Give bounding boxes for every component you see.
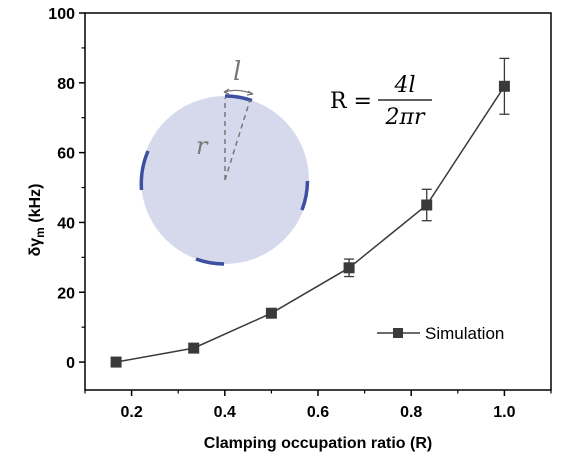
series-simulation (110, 57, 510, 368)
y-tick-label: 40 (57, 215, 75, 232)
data-point (498, 80, 510, 92)
inset-arc-arrowhead-right (246, 90, 254, 96)
y-tick-label: 100 (48, 6, 75, 23)
inset-clamp-top (224, 94, 253, 103)
inset-arc-label: l (233, 57, 241, 87)
y-tick-label: 60 (57, 146, 75, 163)
x-axis-title: Clamping occupation ratio (R) (204, 435, 432, 452)
y-tick-label: 20 (57, 285, 75, 302)
formula-denominator: 2πr (385, 105, 426, 130)
x-tick-label: 0.6 (307, 404, 329, 421)
inset-clamp-left (139, 150, 150, 191)
x-tick-label: 0.2 (120, 404, 142, 421)
y-axis-title-sub: m (33, 227, 47, 238)
data-point (188, 342, 200, 354)
formula-lhs: R = (330, 89, 372, 114)
x-tick-label: 0.4 (214, 404, 236, 421)
y-tick-label: 80 (57, 76, 75, 93)
data-point (110, 356, 122, 368)
y-axis-title-unit: (kHz) (27, 184, 44, 228)
data-point (421, 199, 433, 211)
axes: 0.2 0.4 0.6 0.8 1.0 0 20 40 60 80 100 (48, 6, 552, 421)
y-axis-title: δγm (kHz) (27, 184, 47, 257)
inset-arc-arrowhead-left (223, 88, 230, 95)
x-tick-label: 1.0 (493, 404, 515, 421)
inset-radius-label: r (196, 132, 209, 160)
inset-illustration: l r (139, 57, 310, 266)
formula-numerator: 4l (393, 73, 415, 98)
y-tick-label: 0 (66, 355, 75, 372)
legend-marker (393, 328, 403, 338)
data-point (265, 307, 277, 319)
y-axis-title-main: δγ (27, 238, 44, 257)
inset-radius-line-angled (224, 99, 251, 181)
legend: Simulation (377, 324, 504, 343)
legend-label-simulation: Simulation (425, 324, 504, 343)
inset-clamp-bottom (195, 257, 225, 266)
formula: R = 4l 2πr (330, 73, 432, 130)
data-point (343, 262, 355, 274)
series-line (115, 85, 506, 363)
x-tick-label: 0.8 (400, 404, 422, 421)
inset-clamp-right (300, 180, 310, 211)
